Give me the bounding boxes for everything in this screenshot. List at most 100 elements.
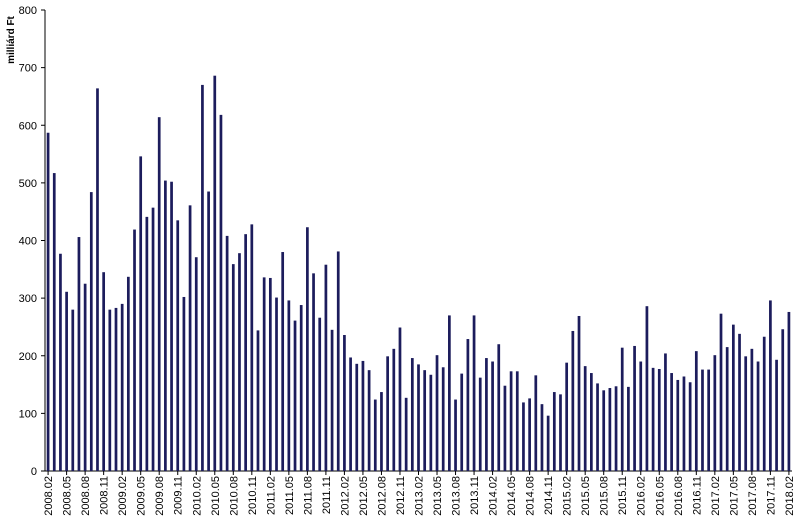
x-tick-label: 2009.11 [173,476,185,515]
x-tick-label: 2010.05 [210,476,222,516]
x-tick-label: 2017.08 [747,476,759,516]
bar [620,347,624,471]
x-tick-label: 2016.11 [691,476,703,515]
bar [534,375,538,471]
x-tick-label: 2016.02 [636,476,648,516]
bar [96,88,99,472]
bar [120,303,124,471]
bar [250,224,254,471]
bar [429,374,433,471]
x-tick-label: 2012.11 [395,476,407,515]
x-tick-label: 2014.08 [525,476,537,516]
bar [707,369,711,471]
bar [194,257,198,471]
x-tick-label: 2017.02 [710,476,722,516]
bar [157,117,161,472]
bar [460,373,464,471]
bar [275,297,278,471]
bar [330,329,334,471]
bar [244,234,247,471]
bar [349,357,352,471]
bar [176,220,180,471]
x-tick-label: 2009.08 [154,476,166,516]
bar [441,367,445,471]
bar [46,132,50,471]
x-tick-label: 2013.05 [432,476,444,516]
bar [225,235,229,471]
bar [633,345,636,471]
bar [188,205,192,471]
bar [657,369,661,471]
x-tick-label: 2010.08 [228,476,240,516]
bar [386,356,389,471]
bar [299,305,303,471]
x-tick-label: 2011.05 [284,476,296,515]
bar [590,373,593,471]
bar [571,330,575,471]
bar [756,361,760,471]
bar [324,264,328,471]
bar [126,276,130,471]
bar [355,363,359,471]
bar [139,156,143,471]
bar [336,251,340,471]
bar [164,180,167,471]
bar [651,367,655,471]
bar [145,216,149,471]
x-tick-label: 2014.11 [543,476,555,515]
bar [454,399,457,471]
bar [83,283,87,471]
bar [417,364,420,471]
bar [52,173,56,472]
y-tick-label: 200 [19,351,37,363]
x-tick-label: 2008.02 [43,476,55,516]
x-tick-label: 2018.02 [784,476,796,516]
bar [614,386,618,471]
x-tick-label: 2013.02 [414,476,426,516]
y-tick-label: 800 [19,5,37,17]
bar [565,362,569,471]
bar [410,358,414,471]
bar [219,114,223,471]
bar [750,348,754,471]
bar [515,371,519,471]
x-tick-label: 2011.11 [321,476,333,514]
bar [775,359,778,471]
bar [497,344,501,471]
bar [509,371,513,471]
bar [256,330,260,471]
x-tick-label: 2014.02 [488,476,500,516]
bar [71,309,75,471]
bar [602,390,606,471]
bar [343,335,346,471]
bar [373,399,377,471]
bar [268,277,272,471]
bar [466,339,470,471]
bar [682,376,686,471]
bar [546,415,550,471]
x-tick-label: 2013.08 [451,476,463,516]
x-tick-label: 2009.02 [117,476,129,516]
x-tick-label: 2012.05 [358,476,370,516]
y-tick-label: 400 [19,236,37,248]
bar [769,300,772,471]
bar [262,277,266,471]
x-tick-label: 2015.05 [580,476,592,516]
bar [102,272,106,471]
bar [552,392,556,471]
bar [540,404,544,471]
x-tick-label: 2009.05 [136,476,148,516]
bar [281,252,285,471]
x-tick-label: 2011.02 [265,476,277,515]
x-tick-label: 2010.11 [247,476,259,515]
bar [639,361,643,471]
bar [318,317,322,471]
bar [312,273,315,471]
bar [367,370,371,471]
bar [713,355,717,471]
bar [608,388,612,471]
bar [596,383,599,471]
x-tick-label: 2015.11 [617,476,629,515]
x-tick-label: 2017.05 [728,476,740,516]
x-tick-label: 2008.05 [62,476,74,516]
